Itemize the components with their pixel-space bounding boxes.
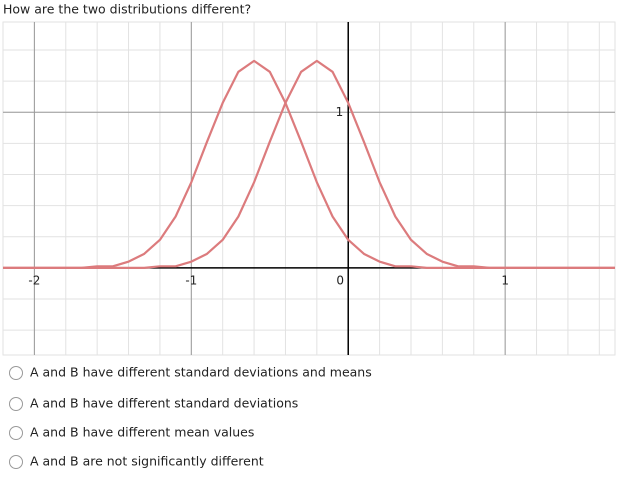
x-tick-label: -1 [185, 273, 197, 287]
option-label[interactable]: A and B have different mean values [30, 425, 254, 440]
option-label[interactable]: A and B are not significantly different [30, 454, 264, 469]
curve [3, 59, 615, 269]
plot-border [2, 21, 616, 356]
radio-button[interactable] [9, 397, 23, 411]
radio-button[interactable] [9, 366, 23, 380]
option-label[interactable]: A and B have different standard deviatio… [30, 396, 298, 411]
x-tick-label: -2 [28, 273, 40, 287]
radio-button[interactable] [9, 426, 23, 440]
x-tick-label: 1 [501, 273, 509, 287]
x-tick-label: 0 [336, 273, 344, 287]
radio-button[interactable] [9, 455, 23, 469]
option-label[interactable]: A and B have different standard deviatio… [30, 365, 372, 380]
chart: -2 -1 0 1 1 [2, 21, 616, 356]
y-tick-label: 1 [336, 105, 344, 119]
question: How are the two distributions different? [3, 2, 251, 17]
options: A and B have different standard deviatio… [9, 365, 372, 469]
